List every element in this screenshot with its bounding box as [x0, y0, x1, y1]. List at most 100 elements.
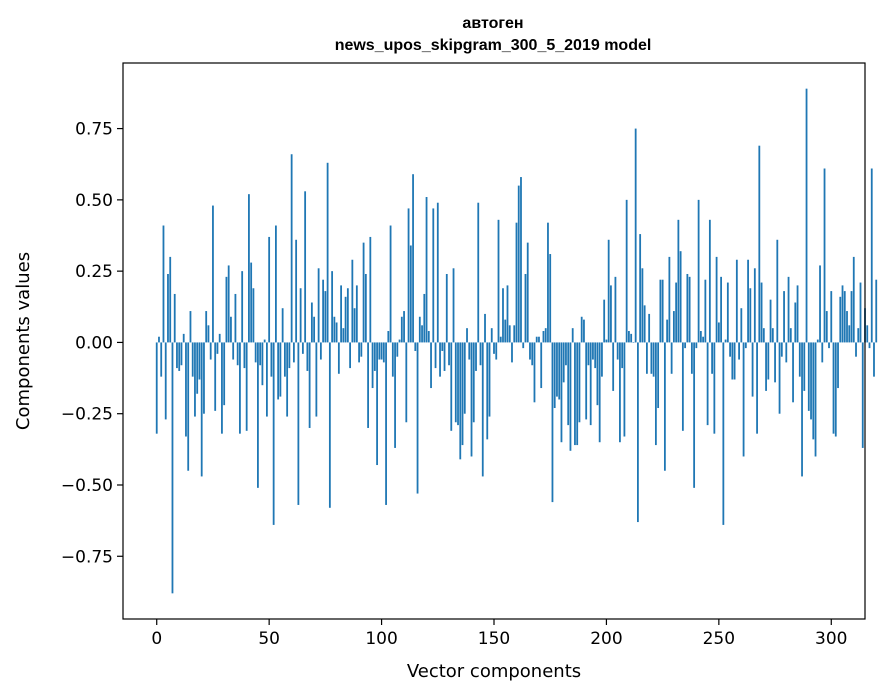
bar-260	[740, 308, 743, 343]
bar-55	[279, 342, 282, 397]
bar-285	[796, 285, 799, 343]
bar-259	[738, 342, 740, 360]
bar-311	[855, 342, 857, 357]
bar-278	[780, 342, 783, 357]
bar-182	[565, 342, 567, 366]
bar-104	[389, 225, 392, 343]
bar-251	[720, 276, 722, 343]
bar-205	[616, 342, 619, 360]
chart-subtitle: news_upos_skipgram_300_5_2019 model	[335, 37, 652, 54]
bar-307	[846, 311, 848, 343]
bar-38	[241, 271, 244, 343]
bar-314	[861, 342, 864, 448]
bar-42	[250, 262, 253, 343]
bar-131	[450, 342, 453, 431]
bar-72	[317, 268, 320, 343]
bar-125	[436, 202, 439, 343]
bar-188	[578, 342, 581, 423]
bar-206	[619, 342, 621, 443]
bar-320	[875, 279, 878, 343]
bar-85	[346, 288, 349, 343]
bar-273	[769, 299, 772, 343]
bar-44	[254, 342, 257, 363]
bar-138	[466, 328, 468, 343]
y-tick-label: 0.00	[75, 333, 113, 353]
x-tick-label: 250	[703, 629, 735, 649]
bar-195	[594, 342, 597, 369]
bar-54	[277, 342, 280, 400]
bar-214	[637, 342, 639, 523]
bar-248	[713, 342, 716, 434]
bar-249	[715, 256, 718, 343]
bar-305	[841, 285, 844, 343]
bar-173	[544, 328, 547, 343]
bar-14	[187, 342, 190, 471]
bar-239	[693, 342, 696, 488]
bar-30	[223, 342, 226, 406]
bar-275	[774, 342, 776, 383]
bar-180	[560, 342, 563, 443]
bar-171	[540, 342, 543, 389]
bar-223	[657, 342, 660, 409]
bar-34	[232, 342, 235, 360]
bar-310	[852, 256, 855, 343]
bar-300	[830, 291, 833, 343]
bar-201	[607, 239, 610, 343]
bar-60	[290, 154, 293, 343]
bar-163	[522, 342, 525, 349]
x-axis-ticks: 0 50 100 150 200 250 300	[151, 619, 847, 649]
bar-135	[459, 342, 462, 460]
bar-157	[508, 325, 511, 343]
bar-243	[702, 336, 705, 343]
bar-192	[587, 342, 590, 366]
bar-234	[681, 342, 684, 431]
bar-37	[239, 342, 241, 434]
bar-134	[457, 342, 459, 426]
bar-211	[630, 333, 633, 343]
bar-167	[531, 342, 534, 366]
bar-236	[686, 273, 689, 343]
bar-226	[663, 342, 666, 471]
x-tick-label: 50	[258, 629, 280, 649]
bar-26	[214, 342, 217, 411]
bar-75	[324, 291, 327, 343]
bar-65	[301, 342, 304, 354]
bar-203	[612, 342, 615, 391]
bar-2	[160, 342, 163, 377]
bar-218	[646, 342, 648, 374]
bar-129	[445, 273, 448, 343]
bar-299	[828, 342, 830, 349]
bar-112	[407, 208, 410, 343]
bar-13	[185, 342, 187, 437]
bar-303	[837, 342, 839, 389]
bar-81	[337, 342, 340, 374]
bar-115	[414, 342, 417, 351]
bar-50	[268, 236, 271, 343]
bar-158	[511, 342, 513, 363]
bar-208	[623, 342, 626, 437]
y-axis-ticks: −0.75 −0.50 −0.25 0.00 0.25 0.50 0.75	[61, 120, 123, 567]
bar-177	[553, 342, 556, 409]
bar-185	[571, 328, 574, 343]
bar-79	[333, 316, 336, 343]
bar-5	[167, 273, 169, 343]
bar-202	[610, 285, 612, 343]
bar-252	[722, 342, 725, 525]
bar-17	[194, 342, 196, 417]
bar-199	[603, 299, 606, 343]
bar-63	[297, 342, 300, 505]
bar-24	[209, 342, 212, 360]
y-tick-label: 0.75	[75, 120, 113, 140]
bar-128	[443, 342, 446, 371]
bar-181	[562, 342, 565, 383]
bar-67	[306, 342, 309, 371]
bar-62	[295, 239, 298, 343]
bar-156	[506, 285, 509, 343]
bar-9	[176, 342, 178, 369]
bar-33	[230, 316, 232, 343]
bar-198	[601, 342, 603, 377]
bar-287	[801, 342, 803, 477]
bar-272	[767, 342, 770, 380]
bar-274	[771, 328, 774, 343]
